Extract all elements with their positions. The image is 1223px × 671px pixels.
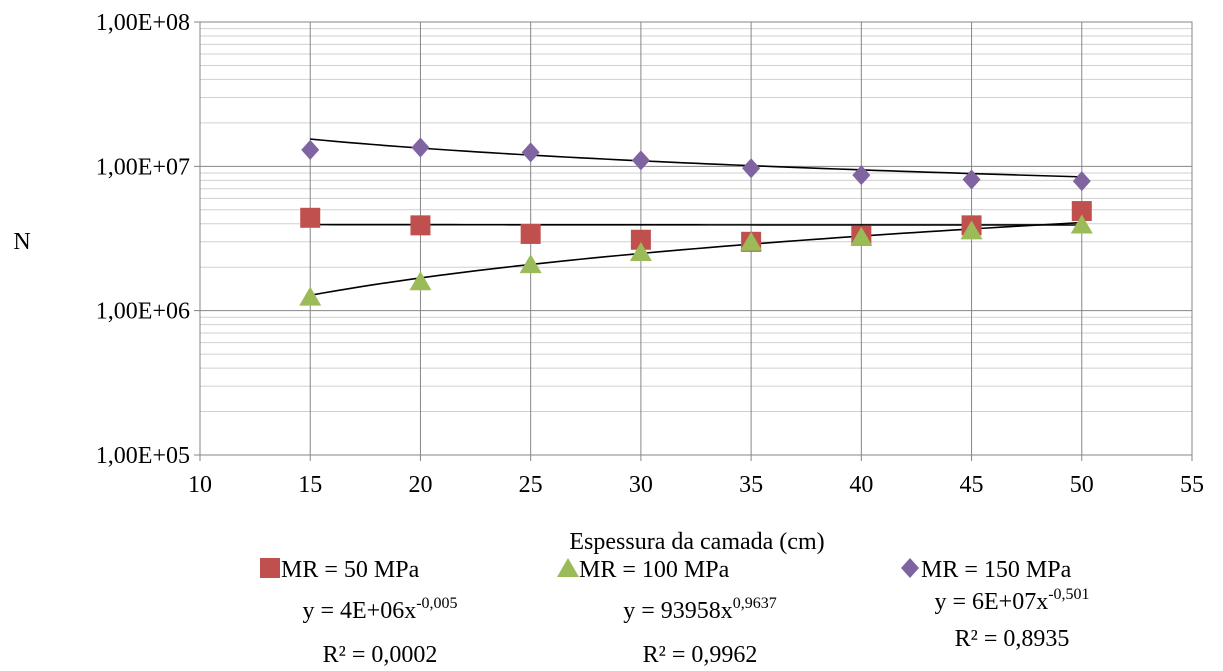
- data-point-diamond: [301, 139, 320, 160]
- trendline-equations: y = 4E+06x-0,005 R² = 0,0002 y = 93958x0,9…: [302, 586, 1089, 668]
- data-point-square: [520, 223, 541, 244]
- x-axis-tick-labels: 10 15 20 25 30 35 40 45 50 55: [188, 472, 1204, 498]
- legend-square-icon: [260, 558, 280, 578]
- y-tick-label: 1,00E+08: [96, 10, 190, 36]
- x-tick-label: 15: [298, 472, 322, 498]
- x-tick-label: 45: [960, 472, 984, 498]
- trendline-equation: y = 4E+06x-0,005: [302, 595, 457, 624]
- data-point-square: [300, 207, 321, 228]
- x-tick-label: 35: [739, 472, 763, 498]
- trendline-equation: y = 93958x0,9637: [623, 595, 777, 624]
- legend-label: MR = 150 MPa: [921, 557, 1072, 583]
- plot-area: [199, 21, 1193, 456]
- data-point-diamond: [521, 142, 540, 163]
- x-tick-label: 20: [408, 472, 432, 498]
- x-tick-label: 25: [519, 472, 543, 498]
- data-point-diamond: [1072, 171, 1091, 192]
- data-point-triangle: [629, 241, 652, 261]
- data-point-triangle: [519, 254, 542, 274]
- x-tick-label: 30: [629, 472, 653, 498]
- data-point-diamond: [411, 137, 430, 158]
- legend-label: MR = 50 MPa: [281, 557, 420, 583]
- trendline-r-squared: R² = 0,0002: [323, 642, 438, 668]
- legend-label: MR = 100 MPa: [579, 557, 730, 583]
- data-point-triangle: [299, 286, 322, 306]
- data-point-triangle: [960, 220, 983, 240]
- trendline: [310, 221, 1082, 297]
- data-point-diamond: [852, 165, 871, 186]
- y-tick-label: 1,00E+05: [96, 443, 190, 469]
- data-point-triangle: [850, 226, 873, 246]
- data-point-square: [630, 229, 651, 250]
- data-point-diamond: [631, 150, 650, 171]
- data-point-triangle: [409, 271, 432, 291]
- data-point-triangle: [1070, 214, 1093, 234]
- x-tick-label: 50: [1070, 472, 1094, 498]
- x-tick-label: 10: [188, 472, 212, 498]
- minor-gridlines: [200, 28, 1192, 413]
- data-point-square: [1071, 201, 1092, 222]
- data-point-diamond: [962, 169, 981, 190]
- y-axis-title: N: [13, 229, 30, 255]
- legend-diamond-icon: [901, 558, 919, 578]
- trendline-r-squared: R² = 0,8935: [955, 626, 1070, 652]
- y-axis-tick-labels: 1,00E+05 1,00E+06 1,00E+07 1,00E+08: [96, 10, 190, 469]
- trendline-equation: y = 6E+07x-0,501: [934, 586, 1089, 615]
- y-tick-label: 1,00E+07: [96, 154, 190, 180]
- data-point-diamond: [742, 158, 761, 179]
- y-tick-label: 1,00E+06: [96, 299, 190, 325]
- trendline-r-squared: R² = 0,9962: [643, 642, 758, 668]
- x-axis-title: Espessura da camada (cm): [569, 529, 824, 555]
- trendlines: [310, 138, 1082, 297]
- data-point-triangle: [740, 231, 763, 251]
- data-markers: [299, 137, 1093, 306]
- x-tick-label: 55: [1180, 472, 1204, 498]
- legend: MR = 50 MPa MR = 100 MPa MR = 150 MPa: [260, 557, 1072, 583]
- legend-triangle-icon: [557, 558, 579, 577]
- data-point-square: [410, 215, 431, 236]
- x-tick-label: 40: [849, 472, 873, 498]
- trendline: [310, 138, 1082, 178]
